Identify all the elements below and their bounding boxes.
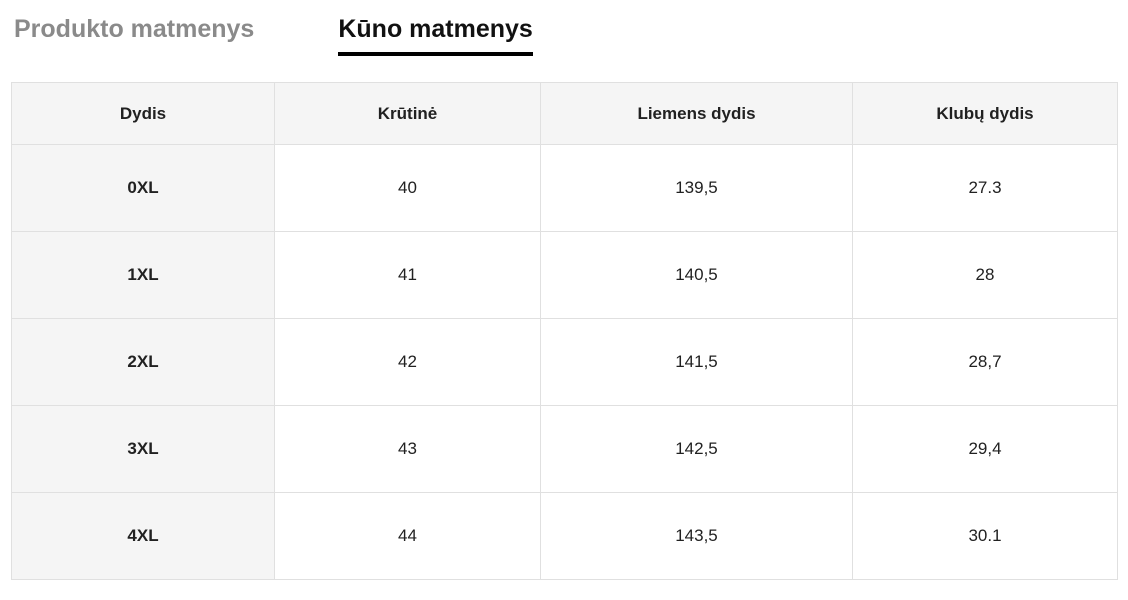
value-cell: 27.3: [852, 144, 1118, 232]
size-cell: 4XL: [11, 492, 275, 580]
size-cell: 3XL: [11, 405, 275, 493]
value-cell: 43: [274, 405, 541, 493]
tab-produkto-matmenys[interactable]: Produkto matmenys: [14, 15, 255, 43]
table-row: 0XL 40 139,5 27.3: [11, 144, 1118, 232]
column-header-klubu-dydis: Klubų dydis: [852, 82, 1118, 145]
size-cell: 1XL: [11, 231, 275, 319]
value-cell: 142,5: [540, 405, 853, 493]
value-cell: 139,5: [540, 144, 853, 232]
size-cell: 0XL: [11, 144, 275, 232]
value-cell: 44: [274, 492, 541, 580]
value-cell: 140,5: [540, 231, 853, 319]
value-cell: 40: [274, 144, 541, 232]
value-cell: 28: [852, 231, 1118, 319]
value-cell: 29,4: [852, 405, 1118, 493]
table-row: 1XL 41 140,5 28: [11, 231, 1118, 319]
table-row: 3XL 43 142,5 29,4: [11, 405, 1118, 493]
column-header-liemens-dydis: Liemens dydis: [540, 82, 853, 145]
size-chart-tabs: Produkto matmenys Kūno matmenys: [11, 14, 1117, 56]
value-cell: 28,7: [852, 318, 1118, 406]
column-header-krutine: Krūtinė: [274, 82, 541, 145]
column-header-dydis: Dydis: [11, 82, 275, 145]
value-cell: 143,5: [540, 492, 853, 580]
value-cell: 30.1: [852, 492, 1118, 580]
table-row: 4XL 44 143,5 30.1: [11, 492, 1118, 580]
size-cell: 2XL: [11, 318, 275, 406]
value-cell: 42: [274, 318, 541, 406]
value-cell: 41: [274, 231, 541, 319]
table-row: 2XL 42 141,5 28,7: [11, 318, 1118, 406]
tab-kuno-matmenys[interactable]: Kūno matmenys: [338, 14, 533, 56]
size-chart-table: Dydis Krūtinė Liemens dydis Klubų dydis …: [11, 82, 1118, 580]
value-cell: 141,5: [540, 318, 853, 406]
header-row: Dydis Krūtinė Liemens dydis Klubų dydis: [11, 82, 1118, 145]
